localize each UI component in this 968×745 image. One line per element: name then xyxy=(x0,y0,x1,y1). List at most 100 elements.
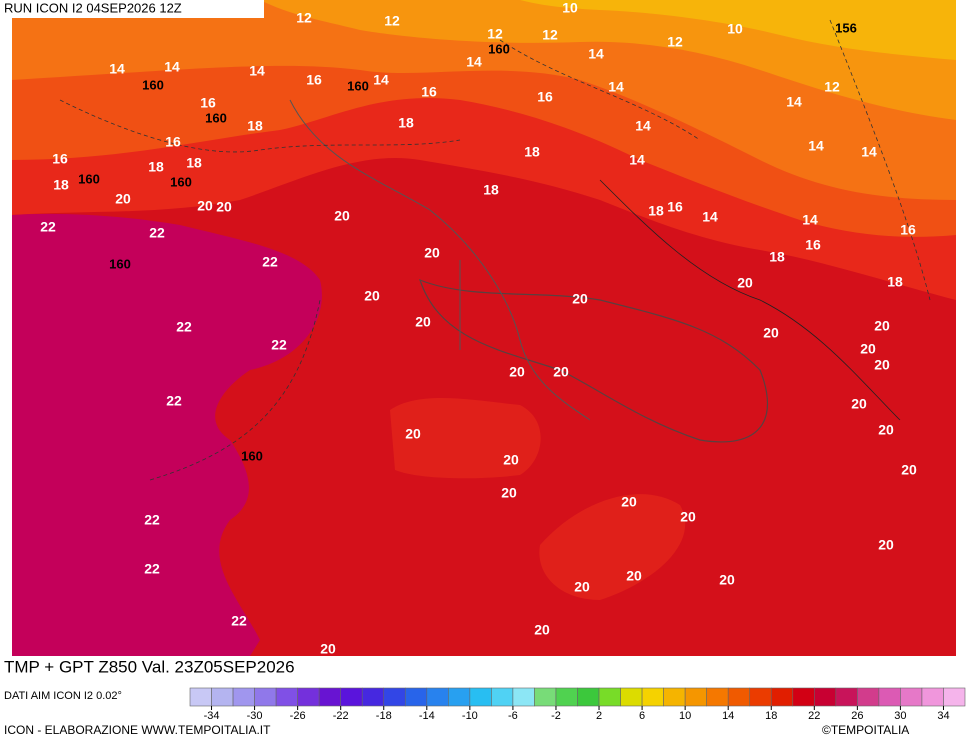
colorbar-swatch xyxy=(598,687,621,707)
temperature-label: 16 xyxy=(165,134,181,150)
temperature-label: 14 xyxy=(635,118,651,134)
height-label: 160 xyxy=(241,448,263,463)
colorbar-swatch xyxy=(469,687,492,707)
temperature-label: 16 xyxy=(805,237,821,253)
colorbar-swatch xyxy=(577,687,600,707)
temperature-label: 20 xyxy=(197,198,213,214)
temperature-label: 20 xyxy=(509,364,525,380)
temperature-label: 20 xyxy=(626,568,642,584)
temperature-label: 22 xyxy=(271,337,287,353)
temperature-label: 18 xyxy=(398,115,414,131)
colorbar-swatch xyxy=(900,687,923,707)
temperature-label: 22 xyxy=(144,512,160,528)
colorbar-swatch xyxy=(684,687,707,707)
temperature-label: 18 xyxy=(247,118,263,134)
field-20-patch xyxy=(539,494,686,600)
temperature-label: 10 xyxy=(562,0,578,16)
colorbar-swatch xyxy=(189,687,212,707)
colorbar-tick-label: 34 xyxy=(937,710,949,722)
temperature-label: 20 xyxy=(415,314,431,330)
colorbar-swatch xyxy=(857,687,880,707)
colorbar-swatch xyxy=(340,687,363,707)
temperature-label: 14 xyxy=(629,152,645,168)
colorbar-swatch xyxy=(792,687,815,707)
temperature-label: 18 xyxy=(148,159,164,175)
height-label: 160 xyxy=(109,256,131,271)
temperature-label: 20 xyxy=(874,357,890,373)
credit-label: ICON - ELABORAZIONE WWW.TEMPOITALIA.IT xyxy=(4,723,271,737)
temperature-label: 22 xyxy=(144,561,160,577)
colorbar-swatch xyxy=(727,687,751,707)
temperature-label: 14 xyxy=(164,59,180,75)
source-label: DATI AIM ICON I2 0.02° xyxy=(4,690,122,702)
temperature-label: 18 xyxy=(483,182,499,198)
temperature-label: 12 xyxy=(296,10,312,26)
colorbar-swatch xyxy=(383,687,406,707)
temperature-label: 18 xyxy=(186,155,202,171)
temperature-label: 14 xyxy=(466,54,482,70)
field-10 xyxy=(520,0,956,60)
coastline xyxy=(599,179,901,421)
temperature-label: 22 xyxy=(40,219,56,235)
field-20-patch xyxy=(390,398,541,479)
colorbar-swatch xyxy=(275,687,298,707)
temperature-label: 20 xyxy=(737,275,753,291)
colorbar-tick-label: 6 xyxy=(639,710,645,722)
temperature-label: 16 xyxy=(421,84,437,100)
temperature-label: 10 xyxy=(727,21,743,37)
height-label: 160 xyxy=(488,41,510,56)
map-title: TMP + GPT Z850 Val. 23Z05SEP2026 xyxy=(4,657,295,676)
colorbar-tick-label: -18 xyxy=(376,710,392,722)
colorbar-tick-label: 22 xyxy=(808,710,820,722)
height-label: 160 xyxy=(205,110,227,125)
colorbar-swatch xyxy=(749,687,772,707)
colorbar-tick-label: 10 xyxy=(679,710,691,722)
temperature-label: 20 xyxy=(680,509,696,525)
temperature-label: 18 xyxy=(524,144,540,160)
temperature-label: 20 xyxy=(115,191,131,207)
colorbar-swatch xyxy=(512,687,535,707)
colorbar-tick-label: 26 xyxy=(851,710,863,722)
colorbar-swatch xyxy=(254,687,277,707)
colorbar-swatch xyxy=(878,687,901,707)
title-box xyxy=(0,656,414,683)
colorbar-tick-label: -26 xyxy=(290,710,306,722)
field-22 xyxy=(12,213,322,657)
temperature-label: 20 xyxy=(424,245,440,261)
border xyxy=(289,99,591,421)
colorbar-tick-label: -14 xyxy=(419,710,435,722)
temperature-label: 20 xyxy=(320,641,336,657)
colorbar-swatch xyxy=(534,687,557,707)
colorbar-swatch xyxy=(641,687,664,707)
colorbar-swatch xyxy=(318,687,341,707)
temperature-label: 12 xyxy=(487,26,503,42)
temperature-label: 18 xyxy=(53,177,69,193)
colorbar-swatch xyxy=(426,687,449,707)
temperature-label: 20 xyxy=(405,426,421,442)
temperature-label: 22 xyxy=(176,319,192,335)
temperature-label: 16 xyxy=(52,151,68,167)
temperature-label: 20 xyxy=(763,325,779,341)
temperature-label: 18 xyxy=(648,203,664,219)
temperature-label: 14 xyxy=(608,79,624,95)
temperature-label: 20 xyxy=(534,622,550,638)
temperature-label: 18 xyxy=(769,249,785,265)
coastline xyxy=(419,278,769,443)
temperature-label: 20 xyxy=(901,462,917,478)
temperature-label: 20 xyxy=(334,208,350,224)
colorbar-swatch xyxy=(663,687,686,707)
copyright-label: ©TEMPOITALIA xyxy=(822,723,909,737)
run-box xyxy=(0,0,264,18)
colorbar-tick-label: -34 xyxy=(204,710,220,722)
temperature-label: 20 xyxy=(851,396,867,412)
colorbar-swatch xyxy=(232,687,255,707)
temperature-label: 14 xyxy=(249,63,265,79)
temperature-label: 20 xyxy=(501,485,517,501)
colorbar-swatch xyxy=(448,687,471,707)
colorbar-tick-label: -10 xyxy=(462,710,478,722)
temperature-label: 22 xyxy=(166,393,182,409)
temperature-label: 14 xyxy=(373,72,389,88)
colorbar-tick-label: 2 xyxy=(596,710,602,722)
temperature-label: 12 xyxy=(667,34,683,50)
